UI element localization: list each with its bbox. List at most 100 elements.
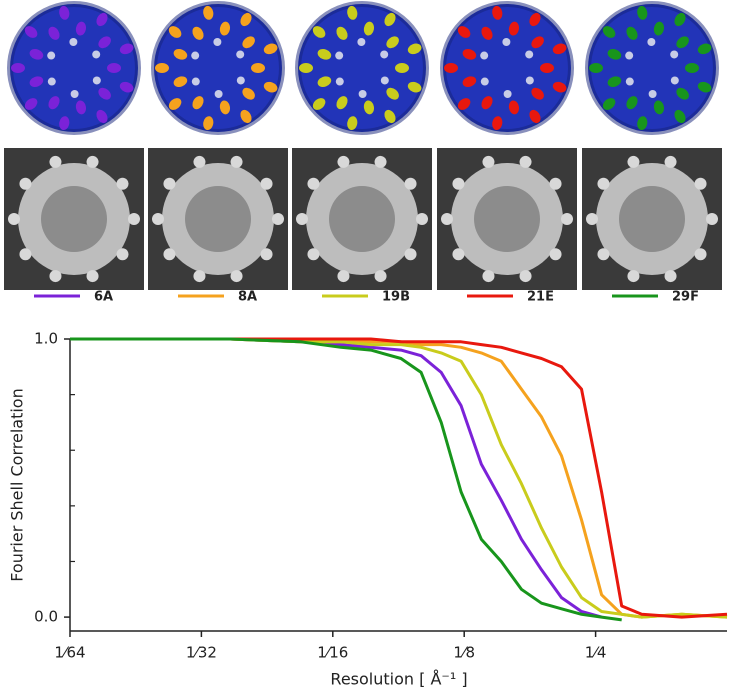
fsc-line bbox=[70, 337, 622, 622]
y-tick-label: 1.0 bbox=[34, 330, 58, 348]
slice-spike bbox=[482, 270, 495, 283]
slice-spike bbox=[694, 177, 707, 190]
spike bbox=[98, 87, 111, 100]
spike bbox=[637, 5, 648, 20]
virus-render bbox=[440, 1, 574, 135]
vertex bbox=[92, 50, 101, 59]
spike bbox=[444, 62, 458, 74]
slice-image bbox=[292, 148, 432, 290]
slice-spike bbox=[152, 213, 164, 225]
spike bbox=[240, 12, 252, 27]
slice-spike bbox=[230, 270, 243, 283]
spike bbox=[219, 100, 231, 115]
map-images bbox=[4, 1, 722, 290]
fsc-line bbox=[70, 337, 728, 619]
capsid-shade bbox=[585, 1, 719, 135]
slice-spike bbox=[272, 213, 284, 225]
spike bbox=[75, 100, 87, 115]
slice-spike bbox=[86, 270, 99, 283]
spike bbox=[626, 26, 638, 40]
spike bbox=[508, 21, 520, 36]
spike bbox=[653, 21, 665, 36]
slice-spike bbox=[193, 270, 206, 283]
spike bbox=[317, 49, 332, 60]
spike bbox=[192, 96, 204, 110]
spike bbox=[173, 76, 188, 87]
spike bbox=[219, 21, 231, 36]
capsid bbox=[10, 4, 138, 132]
legend-label: 8A bbox=[238, 290, 257, 305]
spike bbox=[251, 63, 265, 73]
spike bbox=[674, 12, 686, 27]
slice-spike bbox=[163, 248, 176, 261]
spike bbox=[11, 62, 25, 74]
slice-spike bbox=[19, 248, 32, 261]
vertex bbox=[191, 77, 200, 86]
x-tick-label: 1⁄8 bbox=[453, 644, 475, 662]
slice-spike bbox=[193, 155, 206, 168]
fsc-line bbox=[70, 337, 728, 619]
slice-spike bbox=[404, 177, 417, 190]
spike bbox=[168, 26, 182, 38]
slice-spike bbox=[307, 248, 320, 261]
vertex bbox=[213, 38, 222, 47]
vertex bbox=[70, 89, 79, 98]
spike bbox=[481, 96, 493, 110]
spike bbox=[386, 87, 399, 100]
slice-spike bbox=[706, 213, 718, 225]
spike bbox=[336, 96, 348, 110]
spike bbox=[240, 109, 252, 124]
spike bbox=[384, 12, 396, 27]
x-tick-label: 1⁄32 bbox=[186, 644, 217, 662]
vertex bbox=[47, 51, 56, 60]
spike bbox=[531, 87, 544, 100]
slice-core bbox=[474, 186, 540, 252]
spike bbox=[607, 49, 622, 60]
spike bbox=[29, 49, 44, 60]
spike bbox=[119, 43, 134, 55]
virus-render bbox=[151, 1, 285, 135]
slice-spike bbox=[452, 248, 465, 261]
slice-spike bbox=[664, 155, 677, 168]
spike bbox=[552, 81, 567, 93]
spike bbox=[481, 26, 493, 40]
slice-spike bbox=[307, 177, 320, 190]
x-axis-title: Resolution [ Å⁻¹ ] bbox=[330, 670, 467, 689]
vertex bbox=[648, 89, 657, 98]
vertex bbox=[335, 51, 344, 60]
spike bbox=[312, 26, 326, 38]
vertex bbox=[503, 89, 512, 98]
slice-spike bbox=[260, 248, 273, 261]
spike bbox=[637, 116, 648, 131]
spike bbox=[48, 96, 60, 110]
spike bbox=[107, 63, 121, 73]
spike bbox=[299, 62, 313, 74]
spike bbox=[119, 81, 134, 93]
slice-spike bbox=[597, 177, 610, 190]
slice-spike bbox=[337, 270, 350, 283]
spike bbox=[24, 98, 38, 110]
spike bbox=[242, 36, 255, 49]
vertex bbox=[236, 50, 245, 59]
spike bbox=[98, 36, 111, 49]
spike bbox=[407, 43, 422, 55]
spike bbox=[384, 109, 396, 124]
slice-core bbox=[329, 186, 395, 252]
slice-image bbox=[148, 148, 288, 290]
spike bbox=[457, 98, 471, 110]
spike bbox=[317, 76, 332, 87]
slice-spike bbox=[19, 177, 32, 190]
virus-render bbox=[295, 1, 429, 135]
slice-core bbox=[41, 186, 107, 252]
spike bbox=[529, 12, 541, 27]
spike bbox=[653, 100, 665, 115]
spike bbox=[602, 98, 616, 110]
slice-spike bbox=[694, 248, 707, 261]
vertex bbox=[47, 77, 56, 86]
spike bbox=[685, 63, 699, 73]
vertex bbox=[357, 38, 366, 47]
legend-label: 29F bbox=[672, 290, 699, 305]
capsid-shade bbox=[7, 1, 141, 135]
spike bbox=[336, 26, 348, 40]
